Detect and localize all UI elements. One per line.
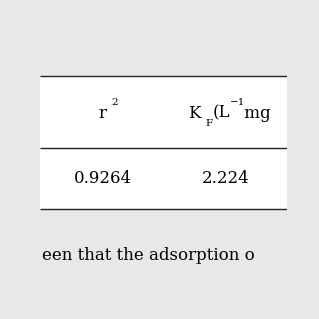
Text: mg: mg	[239, 105, 271, 122]
Text: 0.9264: 0.9264	[74, 170, 132, 187]
Bar	[40, 76, 287, 209]
Text: K: K	[188, 105, 201, 122]
Text: 2.224: 2.224	[201, 170, 249, 187]
Text: een that the adsorption o: een that the adsorption o	[42, 247, 255, 264]
Text: −1: −1	[229, 98, 245, 107]
Text: r: r	[99, 105, 107, 122]
Text: 2: 2	[111, 98, 118, 107]
Text: F: F	[205, 119, 212, 128]
Text: (L: (L	[213, 105, 230, 122]
